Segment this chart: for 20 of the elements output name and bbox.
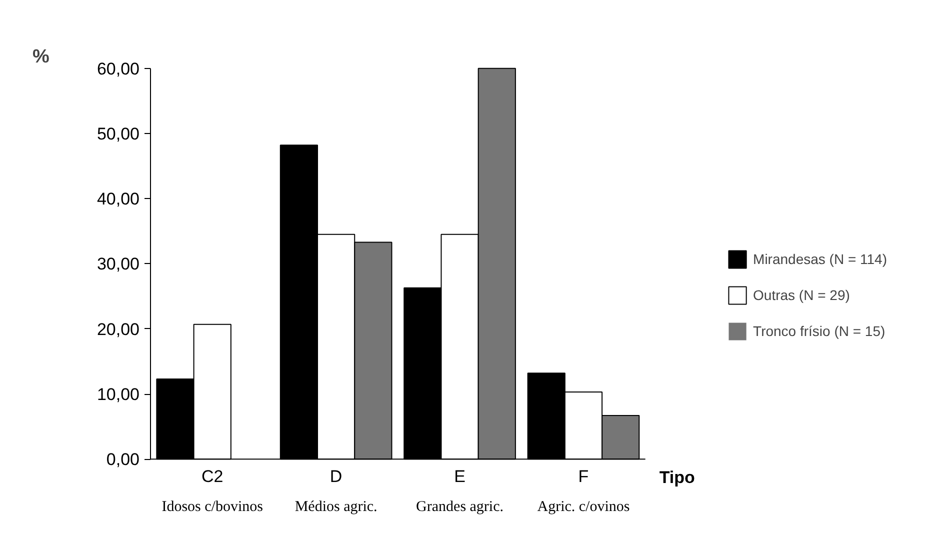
text: Agric. c/ovinos [537,499,630,516]
text: Médios agric. [294,499,378,516]
legend-label: Outras (N = 29) [753,286,850,302]
text: Grandes agric. [416,499,504,516]
y-tick-label: 0,00 [106,450,140,470]
y-tick-label: 30,00 [96,254,140,274]
y-axis-title: % [32,46,50,68]
x-tick-label: E [454,467,466,486]
x-axis-title: Tipo [659,468,695,488]
y-tick-label: 40,00 [96,190,140,209]
x-tick-label: C2 [201,467,224,486]
y-tick-label: 50,00 [96,124,140,144]
text: Idosos c/bovinos [162,499,264,516]
legend-label: Tronco frísio (N = 15) [753,322,886,338]
legend-label: Mirandesas (N = 114) [753,250,887,266]
y-tick-label: 10,00 [96,385,140,404]
x-tick-label: F [578,467,589,486]
x-tick-label: D [330,467,342,486]
y-tick-label: 20,00 [96,320,140,339]
y-tick-label: 60,00 [96,59,140,78]
